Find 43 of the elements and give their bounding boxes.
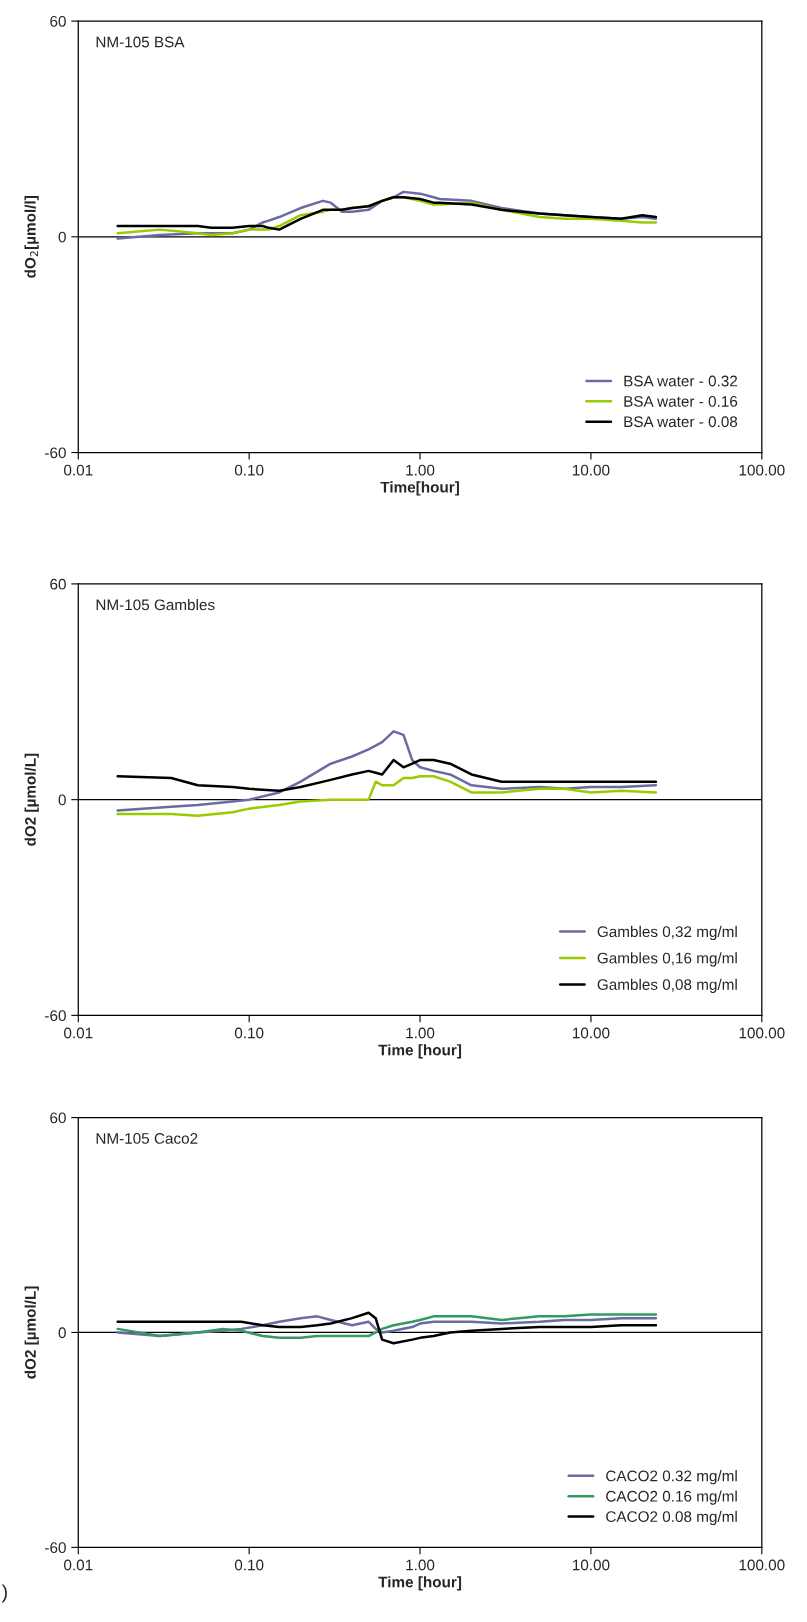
legend-label: CACO2 0.16 mg/ml: [606, 1490, 737, 1505]
y-axis-title: dO2 [µmol/L]: [24, 753, 39, 846]
x-tick-label: 0.10: [234, 1559, 264, 1571]
legend-label: Gambles 0,32 mg/ml: [597, 925, 737, 941]
x-tick-label: 100.00: [739, 1559, 785, 1571]
legend-label: CACO2 0.08 mg/ml: [606, 1510, 737, 1526]
y-tick-label: -60: [45, 447, 66, 459]
x-tick-label: 100.00: [739, 1027, 785, 1039]
y-axis-title: dO$_{2}$[µmol/l]: [24, 196, 39, 278]
x-tick-label: 1.00: [406, 1559, 435, 1571]
x-axis-title: Time[hour]: [380, 481, 459, 496]
y-tick-label: 60: [50, 578, 66, 590]
x-tick-label: 0.10: [234, 464, 264, 476]
text: ): [1, 1584, 7, 1603]
x-tick-label: 10.00: [572, 1559, 610, 1571]
legend-label: BSA water - 0.32: [624, 375, 738, 387]
legend-label: BSA water - 0.16: [624, 395, 738, 407]
y-tick-label: 60: [50, 1112, 66, 1124]
legend-label: Gambles 0,08 mg/ml: [597, 978, 737, 993]
x-axis-title: Time [hour]: [378, 1044, 462, 1059]
y-tick-label: 60: [50, 15, 66, 27]
y-tick-label: 0: [58, 1327, 66, 1339]
x-tick-label: 0.10: [234, 1027, 264, 1039]
text: NM-105 BSA: [96, 36, 185, 48]
x-tick-label: 0.01: [64, 1027, 93, 1039]
x-tick-label: 10.00: [572, 1027, 610, 1039]
x-tick-label: 0.01: [64, 1559, 93, 1571]
x-tick-label: 10.00: [572, 464, 610, 476]
legend-label: CACO2 0.32 mg/ml: [606, 1470, 737, 1485]
x-tick-label: 1.00: [406, 1027, 435, 1039]
y-tick-label: 0: [58, 794, 66, 806]
x-tick-label: 0.01: [64, 464, 93, 476]
legend-label: BSA water - 0.08: [624, 416, 738, 428]
x-tick-label: 100.00: [739, 464, 785, 476]
y-tick-label: -60: [45, 1542, 66, 1554]
legend-label: Gambles 0,16 mg/ml: [597, 952, 737, 967]
y-axis-title: dO2 [µmol/L]: [24, 1286, 39, 1379]
y-tick-label: -60: [45, 1010, 66, 1022]
y-tick-label: 0: [58, 231, 66, 243]
x-tick-label: 1.00: [406, 464, 435, 476]
text: NM-105 Gambles: [96, 599, 215, 611]
x-axis-title: Time [hour]: [378, 1576, 462, 1591]
text: NM-105 Caco2: [96, 1133, 198, 1144]
